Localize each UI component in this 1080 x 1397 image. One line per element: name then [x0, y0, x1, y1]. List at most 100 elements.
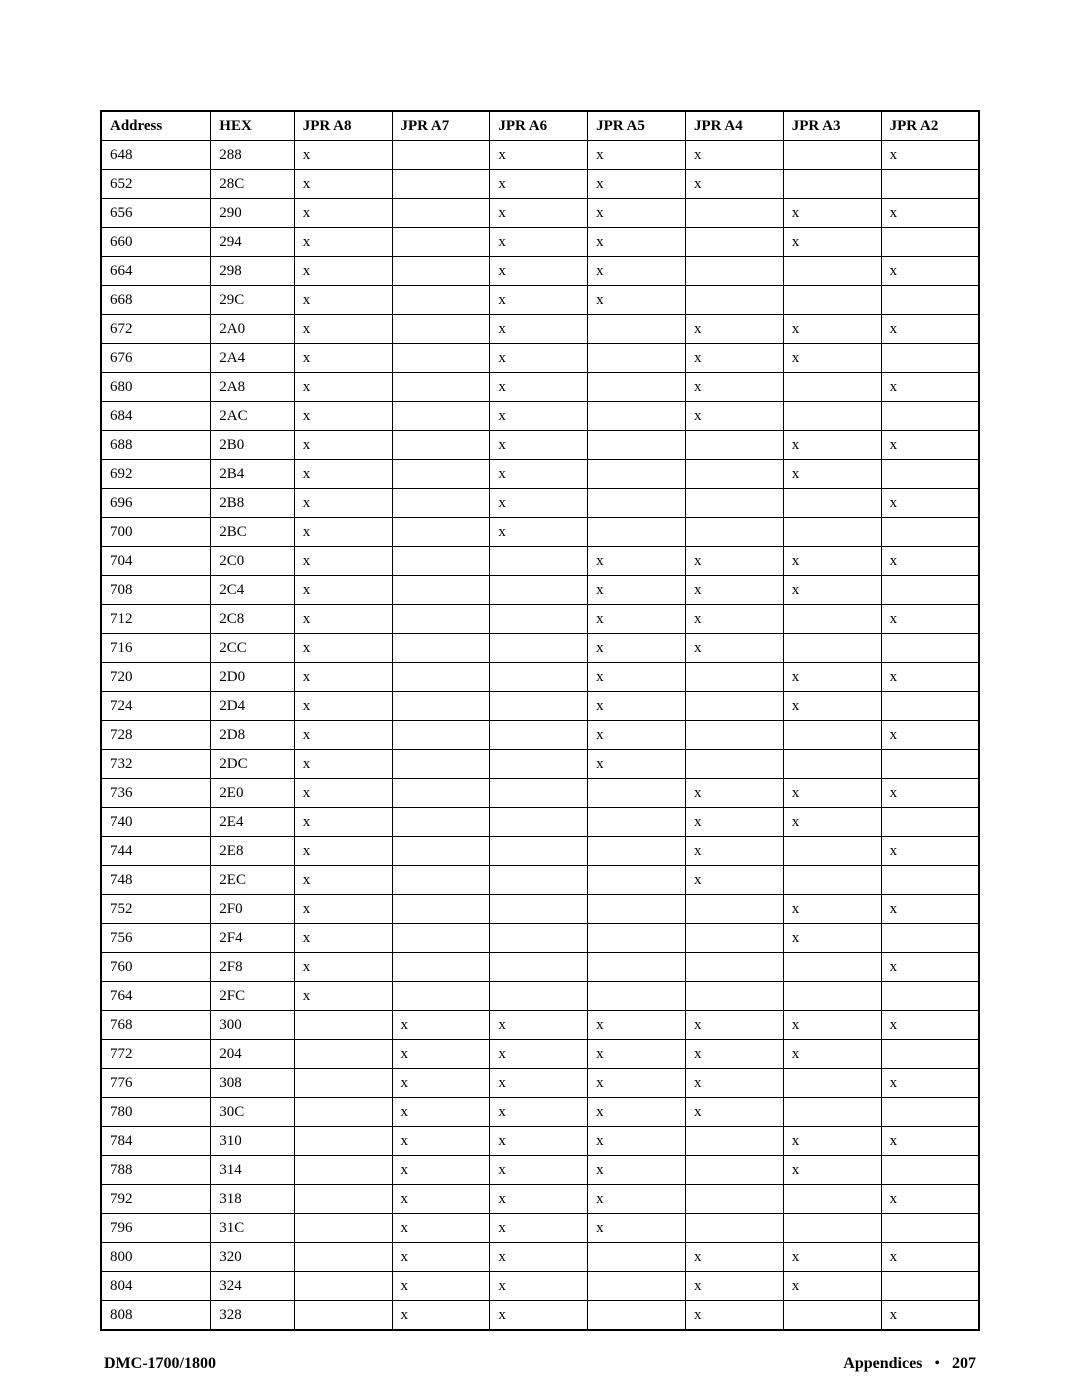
cell-address: 768 [101, 1011, 211, 1040]
cell-jpr [588, 779, 686, 808]
cell-jpr: x [490, 373, 588, 402]
cell-jpr: x [685, 779, 783, 808]
cell-jpr: x [588, 1185, 686, 1214]
cell-jpr [294, 1011, 392, 1040]
cell-jpr: x [490, 431, 588, 460]
table-row: 7162CCxxx [101, 634, 979, 663]
cell-address: 708 [101, 576, 211, 605]
cell-jpr [490, 982, 588, 1011]
cell-address: 744 [101, 837, 211, 866]
cell-jpr [588, 402, 686, 431]
cell-hex: 298 [211, 257, 294, 286]
col-jpr-a4: JPR A4 [685, 111, 783, 141]
cell-jpr [490, 953, 588, 982]
cell-jpr [392, 286, 490, 315]
table-row: 79631Cxxx [101, 1214, 979, 1243]
table-row: 7402E4xxx [101, 808, 979, 837]
table-row: 660294xxxx [101, 228, 979, 257]
cell-jpr: x [392, 1156, 490, 1185]
table-row: 7242D4xxx [101, 692, 979, 721]
cell-jpr: x [588, 576, 686, 605]
cell-jpr [588, 808, 686, 837]
cell-jpr [685, 1156, 783, 1185]
cell-hex: 2B0 [211, 431, 294, 460]
cell-jpr [588, 982, 686, 1011]
table-row: 768300xxxxxx [101, 1011, 979, 1040]
cell-jpr: x [294, 257, 392, 286]
cell-jpr [392, 779, 490, 808]
cell-address: 652 [101, 170, 211, 199]
cell-jpr: x [490, 170, 588, 199]
cell-jpr [881, 634, 979, 663]
cell-jpr: x [783, 228, 881, 257]
footer-model: DMC-1700/1800 [104, 1355, 216, 1373]
cell-jpr: x [294, 402, 392, 431]
cell-hex: 204 [211, 1040, 294, 1069]
table-head: Address HEX JPR A8 JPR A7 JPR A6 JPR A5 … [101, 111, 979, 141]
cell-address: 792 [101, 1185, 211, 1214]
cell-hex: 288 [211, 141, 294, 170]
table-row: 6842ACxxx [101, 402, 979, 431]
cell-jpr [783, 1301, 881, 1331]
cell-jpr [783, 1069, 881, 1098]
cell-jpr: x [490, 1098, 588, 1127]
cell-jpr [588, 460, 686, 489]
cell-jpr: x [881, 1243, 979, 1272]
cell-jpr [294, 1040, 392, 1069]
table-row: 6762A4xxxx [101, 344, 979, 373]
cell-jpr [588, 344, 686, 373]
cell-jpr [881, 750, 979, 779]
cell-jpr [783, 605, 881, 634]
cell-jpr: x [588, 1098, 686, 1127]
cell-jpr: x [685, 634, 783, 663]
cell-jpr [685, 895, 783, 924]
cell-hex: 2D8 [211, 721, 294, 750]
cell-jpr: x [490, 1185, 588, 1214]
table-body: 648288xxxxx65228Cxxxx656290xxxxx660294xx… [101, 141, 979, 1331]
cell-jpr [881, 808, 979, 837]
cell-jpr: x [881, 895, 979, 924]
table-row: 656290xxxxx [101, 199, 979, 228]
cell-jpr: x [392, 1243, 490, 1272]
cell-address: 780 [101, 1098, 211, 1127]
table-row: 6802A8xxxx [101, 373, 979, 402]
cell-hex: 2E0 [211, 779, 294, 808]
cell-jpr: x [881, 953, 979, 982]
cell-hex: 29C [211, 286, 294, 315]
cell-jpr: x [881, 1301, 979, 1331]
cell-hex: 28C [211, 170, 294, 199]
cell-jpr: x [294, 634, 392, 663]
cell-jpr: x [881, 1069, 979, 1098]
cell-address: 720 [101, 663, 211, 692]
col-jpr-a3: JPR A3 [783, 111, 881, 141]
cell-address: 732 [101, 750, 211, 779]
cell-jpr: x [294, 750, 392, 779]
cell-jpr: x [294, 460, 392, 489]
cell-address: 788 [101, 1156, 211, 1185]
cell-jpr [588, 1272, 686, 1301]
cell-jpr [392, 953, 490, 982]
cell-address: 784 [101, 1127, 211, 1156]
cell-jpr: x [881, 837, 979, 866]
cell-jpr [685, 1127, 783, 1156]
cell-jpr [392, 634, 490, 663]
cell-jpr: x [881, 1127, 979, 1156]
cell-address: 680 [101, 373, 211, 402]
table-row: 7362E0xxxx [101, 779, 979, 808]
cell-jpr: x [588, 1069, 686, 1098]
cell-jpr [392, 518, 490, 547]
cell-jpr: x [783, 344, 881, 373]
cell-jpr: x [881, 779, 979, 808]
table-row: 7442E8xxx [101, 837, 979, 866]
cell-jpr [783, 518, 881, 547]
cell-jpr [685, 257, 783, 286]
table-row: 66829Cxxx [101, 286, 979, 315]
cell-jpr [881, 344, 979, 373]
table-row: 78030Cxxxx [101, 1098, 979, 1127]
cell-address: 800 [101, 1243, 211, 1272]
cell-jpr: x [881, 1011, 979, 1040]
cell-jpr: x [588, 170, 686, 199]
cell-jpr [392, 750, 490, 779]
cell-address: 776 [101, 1069, 211, 1098]
cell-jpr [881, 982, 979, 1011]
